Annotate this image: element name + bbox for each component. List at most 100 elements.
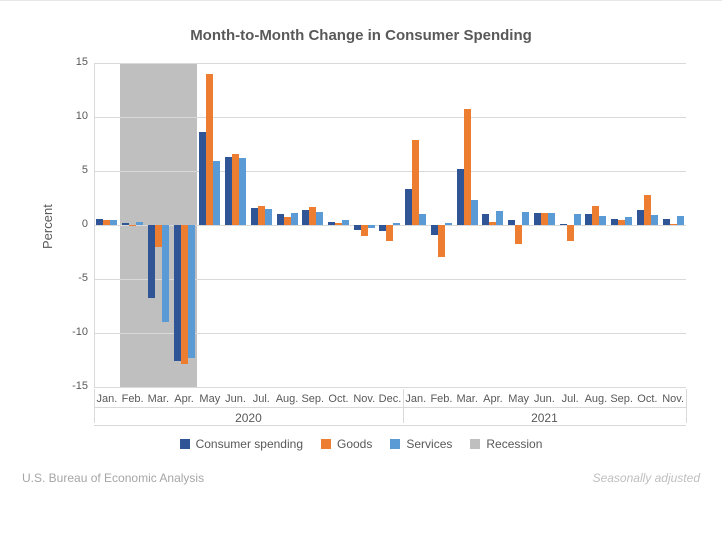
bar-consumer: [534, 213, 541, 225]
y-tick-label: 15: [58, 56, 88, 68]
source-note: U.S. Bureau of Economic Analysis: [22, 471, 204, 485]
bar-consumer: [482, 214, 489, 225]
x-tick-label: Oct.: [326, 393, 352, 405]
x-tick-label: Apr.: [480, 393, 506, 405]
bar-group: [274, 63, 300, 387]
bar-goods: [438, 225, 445, 257]
bar-services: [522, 212, 529, 225]
legend-item-goods: Goods: [321, 437, 372, 451]
bar-goods: [155, 225, 162, 247]
x-tick-label: Jun.: [223, 393, 249, 405]
bar-consumer: [405, 189, 412, 225]
legend-swatch-icon: [321, 439, 331, 449]
y-tick-label: -5: [58, 272, 88, 284]
bar-consumer: [611, 219, 618, 225]
bar-consumer: [96, 219, 103, 225]
bar-goods: [181, 225, 188, 364]
adjustment-note: Seasonally adjusted: [593, 471, 700, 485]
bar-goods: [489, 222, 496, 225]
bar-goods: [567, 225, 574, 241]
bar-group: [403, 63, 429, 387]
gridline: [94, 387, 686, 388]
bar-goods: [515, 225, 522, 244]
bar-consumer: [174, 225, 181, 361]
x-tick-label: Sep.: [300, 393, 326, 405]
bar-group: [635, 63, 661, 387]
bar-services: [316, 212, 323, 225]
bar-goods: [258, 206, 265, 225]
legend-item-recession: Recession: [470, 437, 542, 451]
y-tick-label: 10: [58, 110, 88, 122]
bar-consumer: [585, 214, 592, 225]
bar-group: [532, 63, 558, 387]
year-underline: [403, 407, 686, 408]
chart-frame: Month-to-Month Change in Consumer Spendi…: [0, 0, 722, 533]
bar-consumer: [560, 224, 567, 225]
y-tick-label: -15: [58, 380, 88, 392]
bar-services: [342, 220, 349, 225]
bar-goods: [129, 225, 136, 226]
bar-group: [660, 63, 686, 387]
x-tick-label: Mar.: [454, 393, 480, 405]
bar-goods: [103, 220, 110, 225]
bar-services: [110, 220, 117, 225]
bar-group: [300, 63, 326, 387]
x-tick-label: Nov.: [351, 393, 377, 405]
x-tick-label: Jan.: [403, 393, 429, 405]
bar-services: [368, 225, 375, 228]
year-underline: [94, 407, 403, 408]
chart-title: Month-to-Month Change in Consumer Spendi…: [0, 27, 722, 44]
bar-consumer: [457, 169, 464, 225]
bar-consumer: [379, 225, 386, 231]
bar-group: [120, 63, 146, 387]
bar-consumer: [508, 220, 515, 225]
bar-consumer: [148, 225, 155, 298]
x-tick-label: Sep.: [609, 393, 635, 405]
x-tick-label: Jul.: [557, 393, 583, 405]
bar-consumer: [251, 208, 258, 225]
legend-swatch-icon: [390, 439, 400, 449]
bar-group: [145, 63, 171, 387]
bar-consumer: [199, 132, 206, 225]
bar-group: [583, 63, 609, 387]
bar-services: [445, 223, 452, 225]
bar-group: [454, 63, 480, 387]
bar-services: [136, 222, 143, 225]
bar-goods: [464, 109, 471, 225]
y-tick-label: -10: [58, 326, 88, 338]
bar-goods: [232, 154, 239, 225]
bar-group: [171, 63, 197, 387]
bar-consumer: [225, 157, 232, 225]
legend-swatch-icon: [470, 439, 480, 449]
x-tick-label: Dec.: [377, 393, 403, 405]
bar-services: [677, 216, 684, 225]
y-tick-label: 5: [58, 164, 88, 176]
bar-services: [496, 211, 503, 225]
bar-goods: [670, 224, 677, 225]
x-tick-label: Aug.: [274, 393, 300, 405]
bar-consumer: [277, 214, 284, 225]
y-axis-label: Percent: [40, 204, 55, 249]
bar-group: [429, 63, 455, 387]
bar-services: [599, 216, 606, 225]
bar-services: [625, 217, 632, 225]
year-label: 2021: [403, 411, 686, 425]
bar-goods: [644, 195, 651, 225]
legend: Consumer spendingGoodsServicesRecession: [0, 437, 722, 451]
bar-group: [223, 63, 249, 387]
x-tick-label: Feb.: [429, 393, 455, 405]
bar-services: [419, 214, 426, 225]
bar-group: [480, 63, 506, 387]
x-tick-label: May: [506, 393, 532, 405]
bar-group: [197, 63, 223, 387]
bar-services: [265, 209, 272, 225]
bar-services: [239, 158, 246, 225]
bar-group: [377, 63, 403, 387]
bar-group: [557, 63, 583, 387]
bar-consumer: [431, 225, 438, 235]
year-separator: [686, 389, 687, 423]
x-axis-bottom-line: [94, 425, 686, 426]
bar-consumer: [637, 210, 644, 225]
bar-group: [248, 63, 274, 387]
bar-services: [393, 223, 400, 225]
